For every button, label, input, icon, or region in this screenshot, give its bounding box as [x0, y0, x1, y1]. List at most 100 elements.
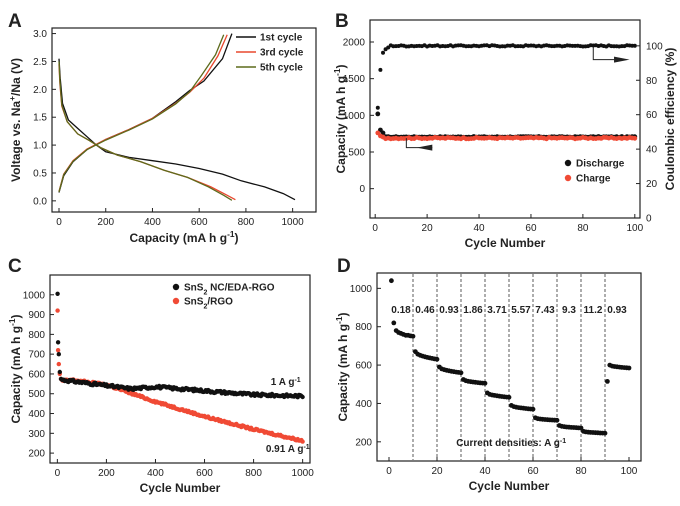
panel-letter-b: B [335, 11, 349, 32]
current-density-caption: Current densities: A g-1 [456, 437, 566, 449]
capacity-point-step-1 [410, 333, 416, 339]
a-y-tick-label: 2.0 [33, 85, 47, 96]
capacity-point-charge [632, 135, 638, 141]
legend-label-b-2: Charge [576, 174, 611, 185]
rate-label-7: 7.43 [535, 305, 555, 316]
rate-label-10: 0.93 [607, 305, 627, 316]
legend-label-a-3: 5th cycle [260, 63, 303, 74]
y-axis-label-d: Capacity (mA h g-1) [334, 312, 350, 421]
c-x-tick-label: 600 [196, 468, 213, 479]
capacity-point-step-6 [530, 406, 536, 412]
a-x-tick-label: 200 [97, 217, 114, 228]
rate-label-3: 0.93 [439, 305, 459, 316]
capacity-point-step-3 [458, 370, 464, 376]
b-right-y-tick-label: 60 [646, 110, 658, 121]
a-y-tick-label: 2.5 [33, 57, 47, 68]
a-x-tick-label: 0 [56, 217, 62, 228]
capacity-point-step-10 [605, 379, 610, 384]
b-x-tick-label: 20 [422, 223, 434, 234]
c-x-tick-label: 800 [245, 468, 262, 479]
capacity-point-series-2 [56, 361, 61, 367]
capacity-point-step-7 [554, 417, 560, 423]
c-y-tick-label: 900 [28, 310, 45, 321]
capacity-point-series-2 [55, 308, 60, 313]
d-y-tick-label: 400 [355, 399, 372, 410]
a-y-tick-label: 0.0 [33, 196, 47, 207]
b-y-tick-label: 1000 [343, 111, 366, 122]
chart-panel-a: 0 200 400 600 800 1000 0.0 0.5 1.0 1.5 2.0 2.5 3.0 Ca… [7, 27, 317, 245]
b-right-y-tick-label: 0 [646, 214, 652, 225]
panel-letter-c: C [8, 256, 22, 277]
series-line-3-charge [58, 34, 225, 193]
rate-label-1: 0.18 [391, 305, 411, 316]
legend-label-b-1: Discharge [576, 159, 625, 170]
rate-label-5: 3.71 [487, 305, 507, 316]
capacity-point-step-1 [389, 278, 394, 284]
b-right-y-tick-label: 40 [646, 145, 658, 156]
a-y-tick-label: 0.5 [33, 168, 47, 179]
chart-panel-b: 0 20 40 60 80 1000500100015002000020406080100… [332, 19, 677, 250]
rate-label-4: 1.86 [463, 305, 483, 316]
b-x-tick-label: 40 [473, 223, 485, 234]
a-x-tick-label: 400 [144, 217, 161, 228]
capacity-point-discharge [375, 111, 381, 117]
capacity-point-series-1 [55, 291, 60, 296]
a-y-tick-label: 1.5 [33, 113, 47, 124]
plot-frame-a [51, 27, 317, 213]
legend-marker-c-2 [172, 297, 180, 305]
series-line-1-charge [58, 33, 233, 193]
capacity-point-series-2 [55, 348, 61, 353]
arrow-head-left [416, 144, 433, 151]
capacity-point-series-1 [300, 394, 305, 400]
a-x-tick-label: 1000 [282, 217, 305, 228]
x-axis-label-d: Cycle Number [469, 479, 550, 493]
d-x-tick-label: 80 [575, 466, 587, 477]
efficiency-point [375, 105, 380, 110]
legend-marker-c-1 [172, 283, 180, 291]
c-y-tick-label: 500 [28, 389, 45, 400]
d-x-tick-label: 40 [479, 466, 491, 477]
c-y-tick-label: 1000 [23, 290, 46, 301]
c-x-tick-label: 200 [98, 468, 115, 479]
capacity-point-step-1 [391, 320, 397, 326]
plot-frame-c [49, 274, 311, 464]
efficiency-point [378, 67, 383, 72]
capacity-point-series-1 [56, 352, 61, 357]
c-y-tick-label: 400 [28, 409, 45, 420]
capacity-point-step-4 [482, 380, 488, 386]
c-y-tick-label: 800 [28, 330, 45, 341]
a-y-tick-label: 3.0 [33, 29, 47, 40]
b-x-tick-label: 60 [525, 223, 537, 234]
legend-label-c-2: SnS2/RGO [184, 297, 233, 311]
legend-label-c-1: SnS2 NC/EDA-RGO [184, 283, 275, 297]
y-axis-label-b: Capacity (mA h g-1) [332, 64, 348, 173]
panel-letter-d: D [337, 256, 351, 277]
c-y-tick-label: 700 [28, 350, 45, 361]
rate-annotation-c-2: 0.91 A g-1 [266, 444, 310, 456]
capacity-point-step-2 [434, 356, 440, 362]
b-x-tick-label: 80 [577, 223, 589, 234]
a-y-tick-label: 1.0 [33, 141, 47, 152]
series-line-1-discharge [58, 58, 296, 201]
legend-label-a-1: 1st cycle [260, 33, 303, 44]
y-axis-label-right-b: Coulombic efficiency (%) [663, 48, 677, 191]
b-y-tick-label: 1500 [343, 74, 366, 85]
c-x-tick-label: 0 [55, 468, 61, 479]
b-right-y-tick-label: 80 [646, 76, 658, 87]
b-y-tick-label: 2000 [343, 38, 366, 49]
capacity-point-step-8 [578, 425, 584, 431]
rate-label-8: 9.3 [562, 305, 576, 316]
d-y-tick-label: 600 [355, 361, 372, 372]
c-y-tick-label: 600 [28, 369, 45, 380]
arrow-head-right [614, 56, 630, 63]
capacity-point-step-10 [626, 365, 632, 371]
d-y-tick-label: 1000 [350, 284, 373, 295]
rate-label-6: 5.57 [511, 305, 531, 316]
x-axis-label-b: Cycle Number [465, 236, 546, 250]
d-x-tick-label: 20 [431, 466, 443, 477]
series-line-2-discharge [58, 64, 236, 201]
d-x-tick-label: 60 [527, 466, 539, 477]
plot-frame-b [369, 19, 641, 219]
d-x-tick-label: 0 [386, 466, 392, 477]
